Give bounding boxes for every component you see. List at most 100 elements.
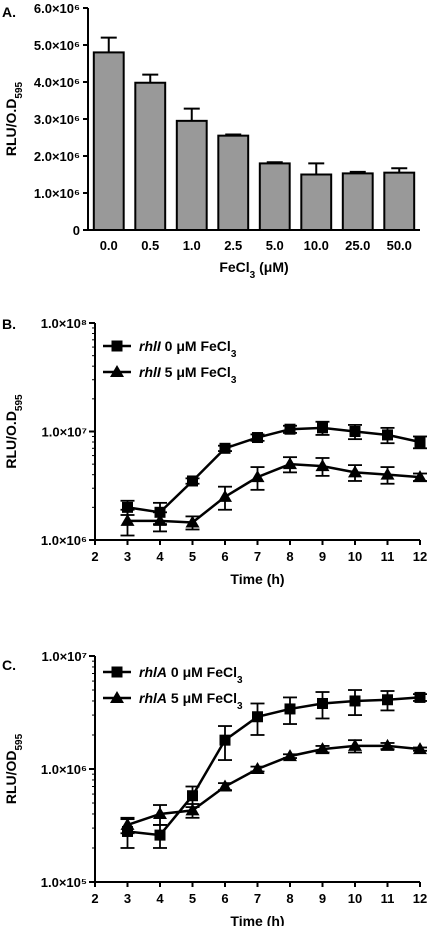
x-tick-label: 9 — [319, 549, 326, 564]
data-point-triangle — [283, 749, 297, 762]
bar — [175, 119, 208, 231]
data-point-triangle — [315, 742, 330, 755]
data-point-square — [187, 790, 198, 802]
panel-b-y-axis-label: RLU/O.D595 — [3, 394, 25, 469]
data-point-triangle — [413, 742, 427, 755]
y-tick-label: 1.0×10⁷ — [42, 649, 88, 664]
x-tick-label: 7 — [254, 891, 261, 906]
data-point-square — [122, 501, 133, 513]
panel-b-axes — [89, 322, 421, 545]
panel-a-label: A. — [2, 4, 16, 20]
x-tick-label: 50.0 — [387, 238, 412, 253]
panel-c-x-axis-label: Time (h) — [230, 913, 284, 929]
x-axis-title: FeCl3 (μM) — [219, 259, 288, 281]
x-tick-label: 11 — [381, 549, 395, 564]
data-point-triangle — [283, 457, 297, 470]
x-tick-label: 4 — [156, 891, 164, 906]
y-axis-title: RLU/O.D595 — [3, 394, 25, 469]
panel-c-series — [120, 689, 427, 849]
legend-label: rhlA 5 μM FeCl3 — [139, 690, 243, 712]
bar — [258, 162, 291, 231]
data-point-triangle — [348, 738, 362, 751]
legend-marker-triangle — [110, 365, 124, 377]
x-tick-label: 8 — [286, 891, 293, 906]
x-tick-label: 6 — [221, 891, 228, 906]
x-tick-label: 0.5 — [141, 238, 159, 253]
bar — [134, 81, 167, 231]
x-tick-label: 2.5 — [224, 238, 242, 253]
y-tick-label: 1.0×10⁷ — [42, 425, 88, 440]
data-point-square — [317, 422, 328, 434]
data-point-triangle — [120, 817, 135, 830]
panel-c-legend: rhlA 0 μM FeCl3 rhlA 5 μM FeCl3 — [103, 664, 243, 712]
data-point-square — [219, 734, 231, 746]
bar — [341, 172, 374, 231]
x-tick-label: 11 — [381, 891, 395, 906]
series-line — [127, 744, 421, 827]
data-point-square — [252, 432, 263, 444]
x-tick-label: 2 — [91, 891, 98, 906]
x-tick-label: 1.0 — [183, 238, 201, 253]
data-point-triangle — [218, 779, 232, 792]
panel-b-label: B. — [2, 316, 16, 332]
panel-a-y-tick-labels: 0 1.0×10⁶ 2.0×10⁶ 3.0×10⁶ 4.0×10⁶ 5.0×10⁶ 6.0×… — [34, 1, 80, 238]
legend-marker-triangle — [110, 691, 124, 703]
data-point-square — [154, 829, 166, 841]
data-point-triangle — [185, 515, 200, 528]
bar — [383, 171, 416, 231]
x-tick-label: 6 — [221, 549, 228, 564]
panel-c-tick-labels: 1.0×10⁵ 1.0×10⁶ 1.0×10⁷ 2 3 4 5 6 7 8 9 10 11 12 — [41, 649, 427, 906]
x-tick-label: 9 — [319, 891, 326, 906]
series-line — [127, 462, 421, 524]
x-tick-label: 12 — [413, 891, 427, 906]
panel-b-series — [120, 420, 427, 537]
y-tick-label: 1.0×10⁶ — [41, 533, 87, 548]
y-tick-label: 1.0×10⁵ — [41, 875, 87, 890]
x-tick-label: 3 — [124, 891, 131, 906]
panel-b-tick-labels: 1.0×10⁶ 1.0×10⁷ 1.0×10⁸ 2 3 4 5 6 7 8 9 10 11 12 — [41, 316, 428, 564]
x-tick-label: 5 — [189, 891, 196, 906]
x-tick-label: 2 — [91, 549, 98, 564]
x-tick-label: 3 — [124, 549, 131, 564]
data-point-square — [382, 429, 393, 441]
data-point-square — [187, 475, 198, 487]
series-line — [127, 426, 421, 514]
x-tick-label: 8 — [286, 549, 293, 564]
y-tick-label: 1.0×10⁶ — [34, 186, 80, 201]
y-tick-label: 6.0×10⁶ — [34, 1, 80, 16]
panel-c: C. RLU/OD595 1.0×10⁵ 1.0×10⁶ 1.0×10⁷ 2 3 4 5 6 7… — [2, 649, 427, 929]
legend-label: rhlI 5 μM FeCl3 — [139, 364, 237, 386]
y-tick-label: 1.0×10⁸ — [41, 316, 87, 331]
x-tick-label: 5.0 — [266, 238, 284, 253]
panel-a-x-tick-labels: 0.0 0.5 1.0 2.5 5.0 10.0 25.0 50.0 — [100, 238, 412, 253]
x-tick-label: 10 — [348, 891, 362, 906]
data-point-triangle — [250, 762, 265, 774]
panel-a-bars — [92, 36, 416, 232]
data-point-triangle — [348, 465, 362, 478]
data-point-triangle — [315, 459, 330, 472]
y-axis-title: RLU/OD595 — [3, 733, 25, 804]
data-point-square — [252, 711, 263, 723]
panel-b: B. RLU/O.D595 1.0×10⁶ 1.0×10⁷ 1.0×10⁸ 2 3 4 5 6… — [2, 316, 427, 587]
data-point-square — [414, 436, 426, 448]
y-tick-label: 0 — [73, 223, 80, 238]
panel-c-label: C. — [2, 657, 16, 673]
data-point-triangle — [413, 470, 427, 483]
x-axis-title: Time (h) — [230, 571, 284, 587]
x-tick-label: 0.0 — [100, 238, 118, 253]
data-point-triangle — [153, 806, 167, 819]
y-tick-label: 5.0×10⁶ — [34, 38, 80, 53]
legend-label: rhlI 0 μM FeCl3 — [139, 338, 237, 360]
y-tick-label: 3.0×10⁶ — [34, 112, 80, 127]
x-tick-label: 7 — [254, 549, 261, 564]
x-tick-label: 10 — [348, 549, 362, 564]
data-point-square — [317, 697, 328, 709]
panel-c-axes — [89, 655, 421, 887]
data-point-square — [414, 691, 426, 703]
y-tick-label: 1.0×10⁶ — [41, 762, 87, 777]
legend-label: rhlA 0 μM FeCl3 — [139, 664, 243, 686]
y-tick-label: 2.0×10⁶ — [34, 149, 80, 164]
y-tick-label: 4.0×10⁶ — [34, 75, 80, 90]
data-point-triangle — [153, 513, 167, 526]
